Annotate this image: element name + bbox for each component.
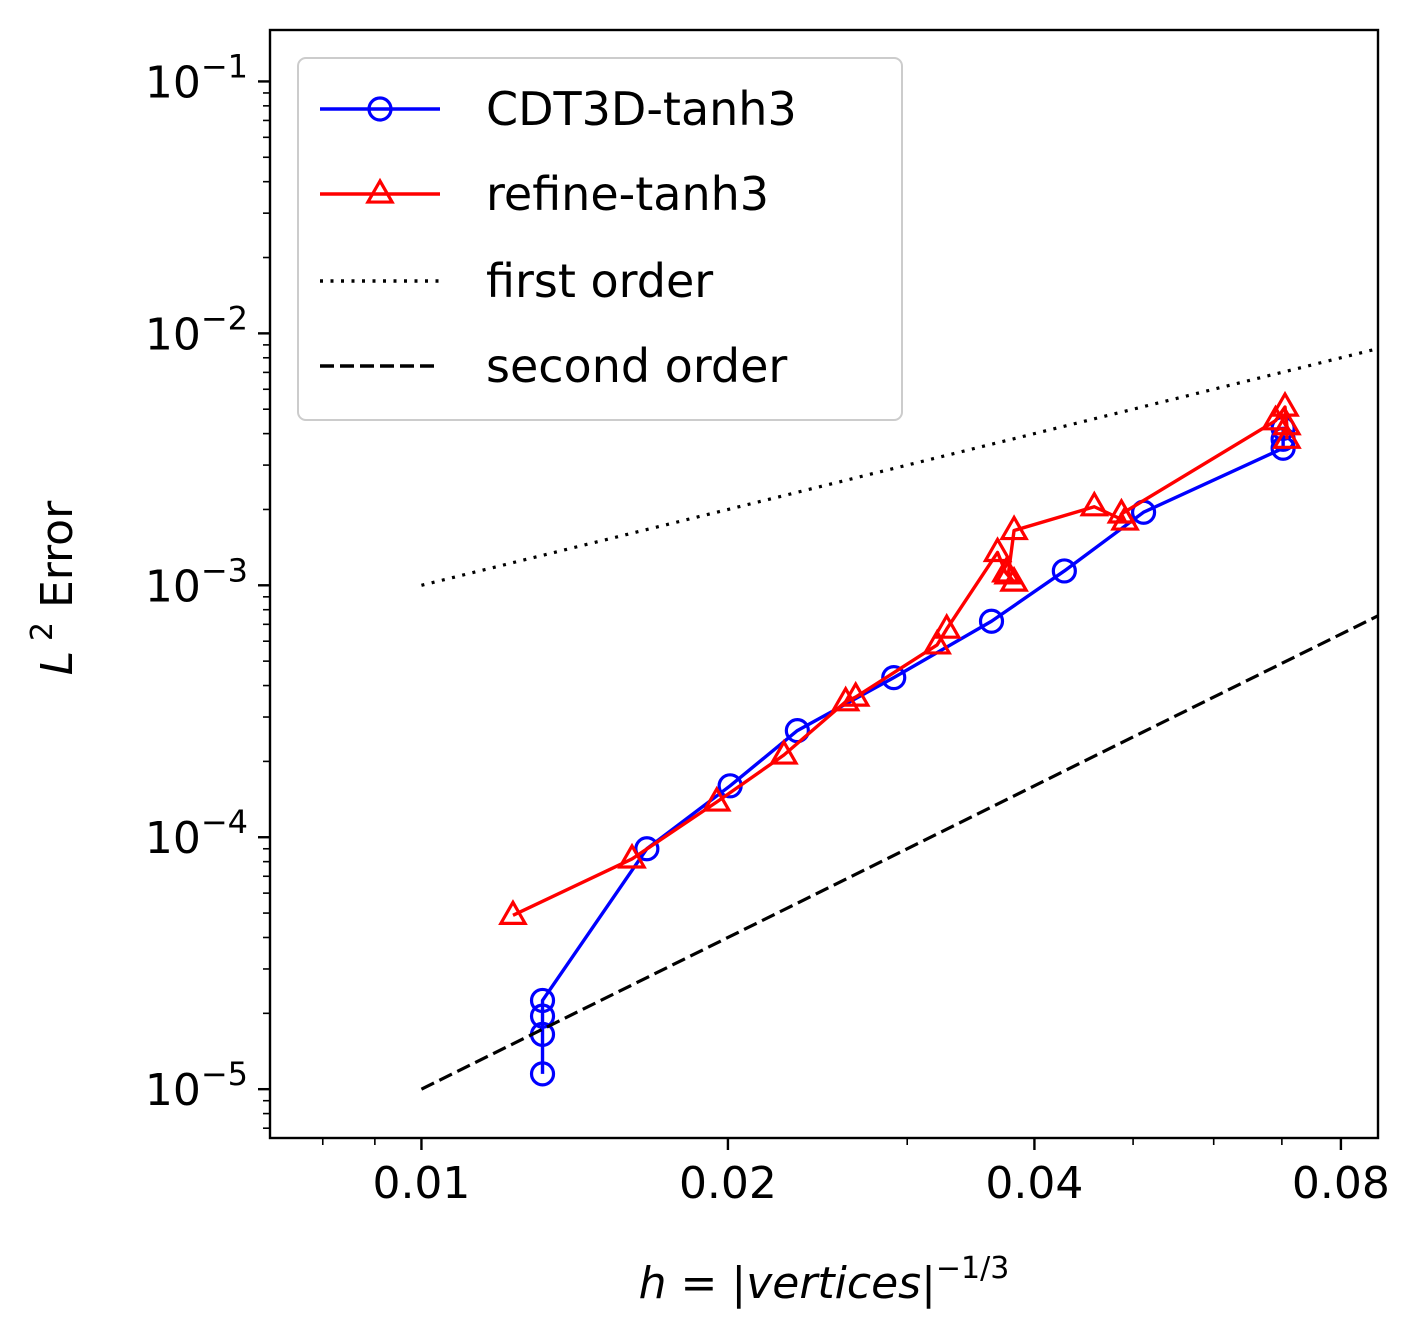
data-point (1272, 409, 1302, 436)
series-line (421, 346, 1378, 587)
legend-label: second order (486, 339, 787, 393)
legend-label: refine-tanh3 (486, 167, 769, 221)
legend-label: CDT3D-tanh3 (486, 82, 797, 136)
data-point (978, 608, 1005, 634)
data-point (1079, 490, 1110, 517)
data-point (1051, 558, 1077, 584)
x-axis-label: h = |vertices|−1/3 (639, 1251, 1010, 1309)
data-point (830, 685, 861, 712)
legend-marker (367, 96, 393, 122)
y-tick-label: 10−2 (145, 299, 248, 360)
data-point (498, 899, 528, 925)
y-tick-base: 10 (145, 813, 201, 864)
series-line (420, 613, 1378, 1091)
data-point (922, 628, 952, 655)
legend: CDT3D-tanh3 refine-tanh3 first order second… (297, 57, 903, 421)
data-point (881, 665, 907, 691)
data-point (1260, 404, 1291, 431)
y-axis-label: L 2 Error (25, 500, 83, 675)
series-3 (420, 613, 1378, 1091)
data-point (999, 514, 1029, 541)
legend-label: first order (486, 254, 713, 308)
data-point (993, 558, 1024, 585)
legend-marker (365, 177, 395, 204)
x-tick-label: 0.02 (679, 1158, 777, 1209)
data-point (1272, 423, 1302, 449)
y-tick-exponent: −2 (201, 299, 248, 337)
series-1 (498, 390, 1302, 925)
data-point (982, 536, 1013, 563)
y-tick-base: 10 (145, 561, 201, 612)
y-tick-exponent: −5 (201, 1055, 248, 1093)
y-tick-base: 10 (145, 57, 201, 108)
y-tick-base: 10 (145, 1065, 201, 1116)
y-tick-label: 10−3 (145, 551, 248, 612)
data-point (840, 680, 871, 707)
legend-frame (297, 57, 903, 421)
series-layer (420, 346, 1378, 1091)
y-tick-exponent: −4 (201, 803, 248, 841)
data-point (529, 1003, 556, 1029)
data-point (529, 1061, 556, 1087)
y-tick-exponent: −1 (201, 47, 248, 85)
series-2 (421, 346, 1378, 587)
data-point (701, 785, 732, 812)
x-tick-label: 0.04 (985, 1158, 1083, 1209)
data-point (931, 612, 962, 639)
data-point (617, 842, 647, 869)
data-point (529, 987, 556, 1014)
y-tick-exponent: −3 (201, 551, 248, 589)
data-point (634, 836, 660, 862)
y-tick-label: 10−5 (145, 1055, 248, 1116)
data-point (1106, 497, 1137, 524)
data-point (769, 738, 799, 765)
plot-frame (268, 28, 1380, 1140)
y-tick-base: 10 (145, 309, 201, 360)
y-tick-label: 10−1 (145, 47, 248, 108)
y-tick-label: 10−4 (145, 803, 248, 864)
x-tick-label: 0.01 (372, 1158, 470, 1209)
x-tick-label: 0.08 (1292, 1158, 1390, 1209)
